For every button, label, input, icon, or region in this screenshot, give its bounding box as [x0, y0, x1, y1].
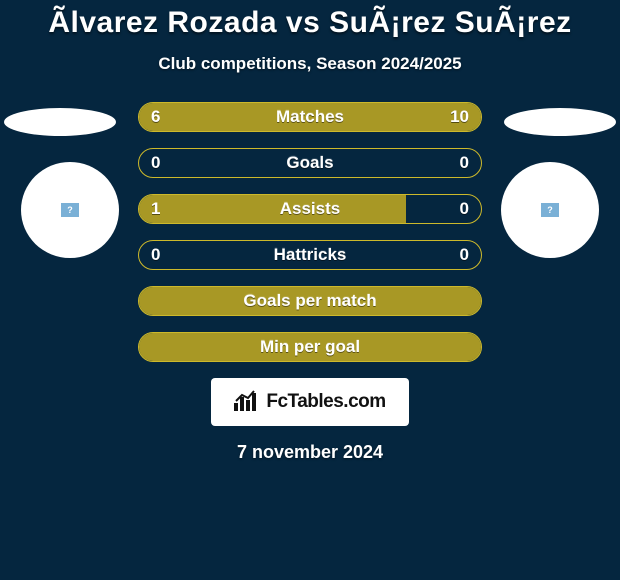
stat-bar: Matches6 10 [138, 102, 482, 132]
stat-bar: Min per goal [138, 332, 482, 362]
player-left-club-circle [21, 162, 119, 258]
brand-logo-text: FcTables.com [266, 391, 385, 413]
stat-bar-value-left: 0 [151, 153, 160, 173]
comparison-stage: Matches610Goals00Assists10Hattricks00Goa… [0, 102, 620, 362]
stat-bar: Goals per match [138, 286, 482, 316]
stat-bar-value-right: 10 [450, 107, 469, 127]
stat-bar: Hattricks0 0 [138, 240, 482, 270]
club-badge-placeholder-icon [61, 203, 79, 217]
player-right-club-circle [501, 162, 599, 258]
page-subtitle: Club competitions, Season 2024/2025 [0, 54, 620, 74]
stat-bar-value-left: 6 [151, 107, 160, 127]
stat-bar: Assists1 0 [138, 194, 482, 224]
stat-bars: Matches610Goals00Assists10Hattricks00Goa… [138, 102, 482, 362]
stat-bar-label: Goals per match [139, 291, 481, 311]
footer-date: 7 november 2024 [0, 442, 620, 463]
page-title: Ãlvarez Rozada vs SuÃ¡rez SuÃ¡rez [0, 0, 620, 40]
stat-bar-label: Assists [139, 199, 481, 219]
stat-bar-value-left: 1 [151, 199, 160, 219]
stat-bar-value-left: 0 [151, 245, 160, 265]
stat-bar: Goals0 0 [138, 148, 482, 178]
stat-bar-label: Hattricks [139, 245, 481, 265]
stat-bar-label: Goals [139, 153, 481, 173]
club-badge-placeholder-icon [541, 203, 559, 217]
stat-bar-label: Min per goal [139, 337, 481, 357]
brand-logo-icon [234, 389, 260, 416]
player-right-ellipse [504, 108, 616, 136]
stat-bar-value-right: 0 [460, 199, 469, 219]
brand-logo: FcTables.com [211, 378, 409, 426]
stat-bar-value-right: 0 [460, 245, 469, 265]
player-left-ellipse [4, 108, 116, 136]
stat-bar-label: Matches [139, 107, 481, 127]
stat-bar-value-right: 0 [460, 153, 469, 173]
